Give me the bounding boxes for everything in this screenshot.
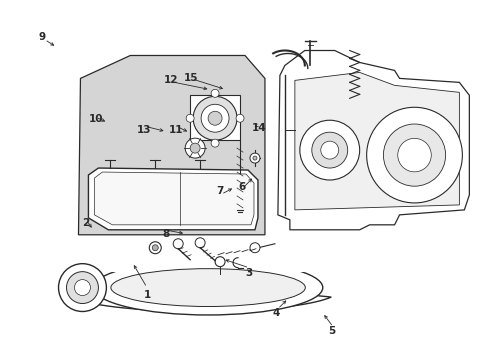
Circle shape bbox=[383, 124, 445, 186]
Circle shape bbox=[211, 89, 219, 97]
Polygon shape bbox=[50, 255, 359, 272]
Text: 1: 1 bbox=[143, 290, 150, 300]
Text: 12: 12 bbox=[164, 75, 178, 85]
Text: 15: 15 bbox=[183, 73, 198, 83]
Circle shape bbox=[249, 243, 260, 253]
Circle shape bbox=[366, 107, 462, 203]
Text: 4: 4 bbox=[272, 308, 279, 318]
Ellipse shape bbox=[93, 260, 322, 315]
Text: 2: 2 bbox=[82, 218, 89, 228]
Circle shape bbox=[299, 120, 359, 180]
Polygon shape bbox=[294, 72, 458, 210]
Circle shape bbox=[193, 96, 237, 140]
Polygon shape bbox=[69, 295, 331, 311]
Text: 3: 3 bbox=[245, 268, 252, 278]
Text: 11: 11 bbox=[169, 125, 183, 135]
Text: 14: 14 bbox=[251, 123, 266, 133]
Polygon shape bbox=[88, 168, 258, 230]
Circle shape bbox=[311, 132, 347, 168]
Polygon shape bbox=[78, 55, 264, 235]
Circle shape bbox=[320, 141, 338, 159]
Circle shape bbox=[185, 138, 204, 158]
Polygon shape bbox=[190, 95, 240, 140]
Ellipse shape bbox=[111, 269, 305, 306]
Polygon shape bbox=[94, 172, 253, 225]
Circle shape bbox=[59, 264, 106, 311]
Text: 5: 5 bbox=[328, 325, 335, 336]
Circle shape bbox=[236, 114, 244, 122]
Circle shape bbox=[397, 138, 430, 172]
Text: 13: 13 bbox=[137, 125, 151, 135]
Circle shape bbox=[66, 272, 98, 303]
Circle shape bbox=[252, 156, 256, 160]
Circle shape bbox=[195, 238, 204, 248]
Circle shape bbox=[208, 111, 222, 125]
Circle shape bbox=[74, 280, 90, 296]
Circle shape bbox=[173, 239, 183, 249]
Text: 6: 6 bbox=[238, 182, 245, 192]
Polygon shape bbox=[277, 50, 468, 230]
Circle shape bbox=[186, 114, 194, 122]
Circle shape bbox=[190, 143, 200, 153]
Circle shape bbox=[152, 245, 158, 251]
Text: 10: 10 bbox=[88, 114, 103, 124]
Circle shape bbox=[149, 242, 161, 254]
Text: 7: 7 bbox=[216, 186, 224, 196]
Circle shape bbox=[249, 153, 260, 163]
Circle shape bbox=[211, 139, 219, 147]
Text: 9: 9 bbox=[39, 32, 45, 41]
Circle shape bbox=[201, 104, 228, 132]
Text: 8: 8 bbox=[163, 229, 170, 239]
